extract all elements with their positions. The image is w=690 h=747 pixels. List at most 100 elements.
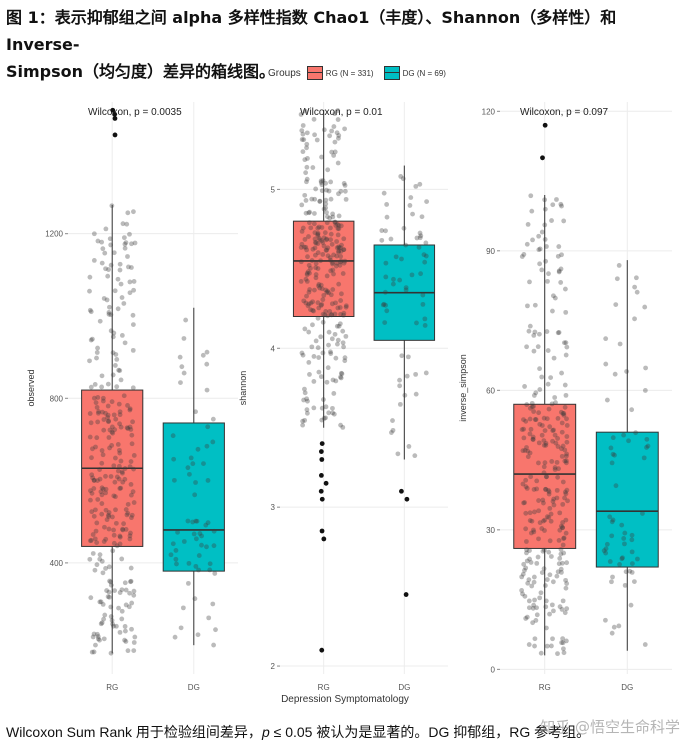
sample-point — [340, 271, 346, 276]
sample-point — [560, 501, 566, 507]
sample-point — [609, 579, 614, 585]
sample-point — [550, 428, 556, 433]
sample-point — [126, 264, 131, 270]
sample-point — [389, 430, 394, 435]
sample-point — [538, 650, 544, 656]
sample-point — [403, 287, 409, 293]
sample-point — [555, 330, 561, 336]
heading-line-1: 图 1：表示抑郁组之间 alpha 多样性指数 Chao1（丰度）、Shanno… — [6, 8, 617, 54]
sample-point — [563, 491, 569, 497]
sample-point — [329, 312, 334, 318]
sample-point — [560, 598, 566, 604]
sample-point — [332, 311, 338, 317]
sample-point — [171, 477, 177, 483]
sample-point — [420, 301, 426, 307]
sample-point — [204, 544, 209, 550]
sample-point — [559, 370, 564, 376]
sample-point — [311, 116, 317, 122]
sample-point — [556, 269, 562, 275]
sample-point — [303, 244, 309, 250]
sample-point — [334, 323, 340, 329]
sample-point — [332, 111, 338, 117]
sample-point — [559, 453, 565, 459]
sample-point — [108, 312, 114, 318]
sample-point — [331, 411, 337, 417]
sample-point — [99, 485, 105, 491]
sample-point — [336, 213, 342, 219]
sample-point — [528, 426, 534, 432]
sample-point — [343, 303, 349, 309]
sample-point — [397, 383, 403, 389]
sample-point — [102, 612, 108, 618]
sample-point — [114, 356, 120, 362]
sample-point — [328, 231, 334, 237]
sample-point — [334, 260, 340, 266]
sample-point — [94, 350, 100, 355]
sample-point — [526, 577, 532, 583]
sample-point — [379, 237, 385, 243]
sample-point — [204, 443, 210, 449]
sample-point — [537, 387, 543, 392]
sample-point — [543, 486, 549, 492]
sample-point — [532, 636, 538, 642]
sample-point — [131, 640, 137, 645]
sample-point — [547, 611, 552, 617]
sample-point — [317, 198, 323, 204]
sample-point — [614, 276, 620, 282]
sample-point — [88, 384, 94, 390]
sample-point — [558, 523, 564, 529]
sample-point — [523, 484, 529, 490]
sample-point — [550, 636, 555, 642]
sample-point — [120, 479, 126, 485]
sample-point — [536, 460, 541, 466]
sample-point — [532, 302, 538, 308]
sample-point — [557, 604, 563, 610]
sample-point — [180, 605, 186, 611]
sample-point — [620, 555, 625, 561]
sample-point — [319, 154, 324, 160]
y-tick-label: 400 — [50, 559, 64, 568]
sample-point — [315, 315, 321, 321]
sample-point — [383, 260, 389, 266]
sample-point — [546, 491, 552, 497]
sample-point — [562, 447, 568, 453]
sample-point — [185, 518, 191, 524]
sample-point — [521, 417, 526, 422]
sample-point — [383, 228, 388, 234]
sample-point — [561, 535, 567, 541]
box-rg — [513, 403, 577, 549]
sample-point — [537, 366, 542, 372]
sample-point — [211, 543, 217, 549]
sample-point — [603, 336, 609, 342]
sample-point — [526, 605, 532, 611]
sample-point — [305, 254, 310, 260]
sample-point — [557, 510, 563, 516]
sample-point — [633, 430, 639, 436]
sample-point — [563, 460, 569, 466]
sample-point — [320, 350, 326, 356]
sample-point — [399, 353, 405, 359]
sample-point — [557, 527, 563, 533]
sample-point — [321, 415, 327, 421]
sample-point — [559, 446, 564, 452]
sample-point — [528, 530, 534, 536]
sample-point — [129, 441, 135, 447]
sample-point — [304, 164, 310, 170]
sample-point — [324, 210, 329, 215]
sample-point — [88, 309, 94, 315]
sample-point — [559, 420, 565, 426]
sample-point — [395, 451, 401, 457]
sample-point — [113, 352, 119, 357]
sample-point — [127, 590, 132, 596]
sample-point — [103, 507, 109, 513]
sample-point — [529, 583, 535, 589]
sample-point — [621, 432, 627, 438]
sample-point — [194, 518, 200, 524]
sample-point — [418, 271, 424, 277]
sample-point — [543, 258, 549, 264]
sample-point — [341, 247, 346, 253]
sample-point — [302, 326, 308, 332]
sample-point — [629, 549, 635, 555]
sample-point — [113, 520, 119, 526]
sample-point — [307, 220, 312, 226]
